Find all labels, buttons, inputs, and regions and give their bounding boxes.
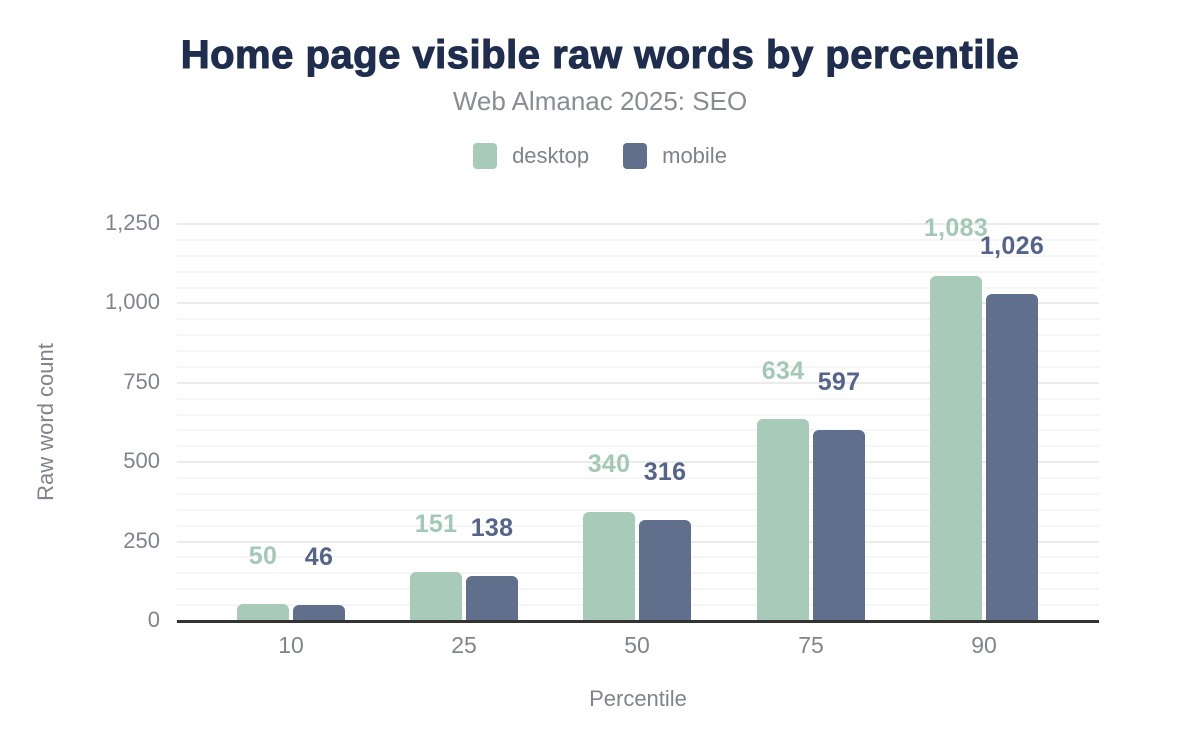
y-axis-tick-label: 0 bbox=[147, 607, 160, 632]
gridline-minor bbox=[177, 429, 1099, 431]
gridline-major bbox=[177, 302, 1099, 304]
legend: desktop mobile bbox=[0, 141, 1200, 171]
value-label-mobile-p25: 138 bbox=[470, 514, 514, 542]
bar-desktop-p50 bbox=[583, 512, 635, 620]
value-label-desktop-p10: 50 bbox=[248, 542, 278, 570]
gridline-minor bbox=[177, 509, 1099, 511]
gridline-minor bbox=[177, 572, 1099, 574]
value-label-mobile-p10: 46 bbox=[304, 543, 334, 571]
gridline-minor bbox=[177, 255, 1099, 257]
gridline-minor bbox=[177, 604, 1099, 606]
y-axis-tick-label: 750 bbox=[123, 369, 160, 394]
chart-subtitle: Web Almanac 2025: SEO bbox=[452, 86, 748, 116]
gridline-minor bbox=[177, 398, 1099, 400]
gridline-major bbox=[177, 223, 1099, 225]
gridline-minor bbox=[177, 350, 1099, 352]
gridline-minor bbox=[177, 588, 1099, 590]
legend-swatch-mobile bbox=[623, 143, 648, 169]
bar-mobile-p25 bbox=[466, 576, 518, 620]
value-label-mobile-p75: 597 bbox=[817, 368, 861, 396]
gridline-minor bbox=[177, 334, 1099, 336]
x-axis-tick-label: 10 bbox=[278, 632, 304, 658]
y-axis-tick-label: 500 bbox=[123, 448, 160, 473]
gridline-minor bbox=[177, 239, 1099, 241]
value-label-mobile-p50: 316 bbox=[643, 458, 687, 486]
gridline-minor bbox=[177, 556, 1099, 558]
gridline-minor bbox=[177, 366, 1099, 368]
bar-desktop-p25 bbox=[410, 572, 462, 620]
bar-desktop-p10 bbox=[237, 604, 289, 620]
y-axis-tick-label: 250 bbox=[123, 528, 160, 553]
gridline-minor bbox=[177, 477, 1099, 479]
chart-title: Home page visible raw words by percentil… bbox=[180, 32, 1020, 77]
bar-mobile-p50 bbox=[639, 520, 691, 620]
gridline-minor bbox=[177, 493, 1099, 495]
x-axis-title: Percentile bbox=[589, 686, 687, 711]
x-axis-tick-label: 50 bbox=[624, 632, 650, 658]
y-axis-title: Raw word count bbox=[33, 343, 58, 501]
bar-mobile-p90 bbox=[986, 294, 1038, 620]
value-label-desktop-p25: 151 bbox=[414, 510, 458, 538]
x-axis-tick-label: 75 bbox=[798, 632, 824, 658]
bar-mobile-p10 bbox=[293, 605, 345, 620]
value-label-desktop-p50: 340 bbox=[587, 450, 631, 478]
gridline-minor bbox=[177, 445, 1099, 447]
bar-desktop-p75 bbox=[757, 419, 809, 620]
value-label-mobile-p90: 1,026 bbox=[979, 232, 1045, 260]
gridline-major bbox=[177, 382, 1099, 384]
gridline-major bbox=[177, 461, 1099, 463]
bar-desktop-p90 bbox=[930, 276, 982, 620]
legend-item-desktop: desktop bbox=[473, 143, 589, 169]
gridline-minor bbox=[177, 525, 1099, 527]
gridline-minor bbox=[177, 287, 1099, 289]
x-axis-tick-label: 90 bbox=[971, 632, 997, 658]
legend-label-desktop: desktop bbox=[512, 143, 590, 168]
gridline-minor bbox=[177, 318, 1099, 320]
bar-mobile-p75 bbox=[813, 430, 865, 620]
gridline-minor bbox=[177, 271, 1099, 273]
legend-label-mobile: mobile bbox=[662, 143, 727, 168]
value-label-desktop-p90: 1,083 bbox=[923, 214, 989, 242]
legend-swatch-desktop bbox=[473, 143, 498, 169]
y-axis-tick-label: 1,000 bbox=[104, 289, 160, 314]
x-axis-line bbox=[177, 620, 1099, 623]
legend-item-mobile: mobile bbox=[623, 143, 727, 169]
x-axis-tick-label: 25 bbox=[451, 632, 477, 658]
gridline-minor bbox=[177, 414, 1099, 416]
value-label-desktop-p75: 634 bbox=[761, 357, 805, 385]
gridline-major bbox=[177, 541, 1099, 543]
y-axis-tick-label: 1,250 bbox=[104, 210, 160, 235]
